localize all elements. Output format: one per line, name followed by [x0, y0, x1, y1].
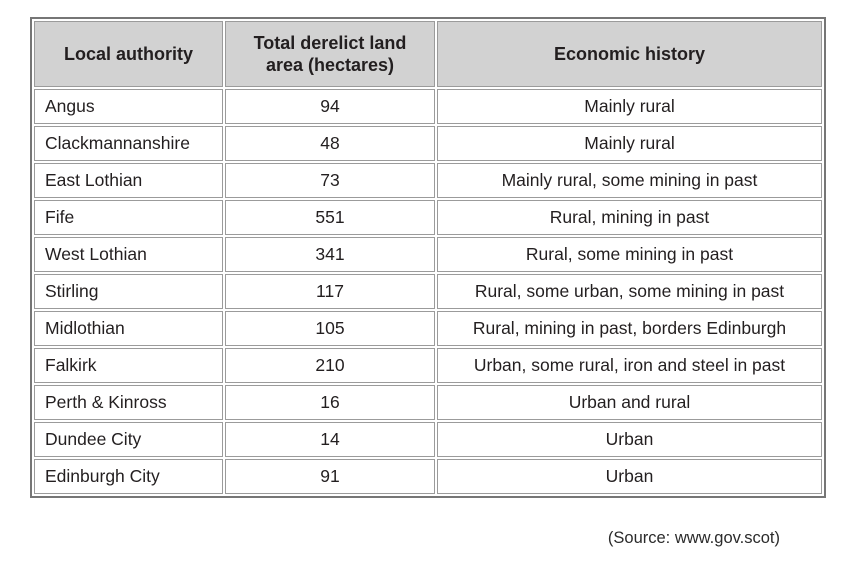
- table-row: Perth & Kinross 16 Urban and rural: [34, 385, 822, 420]
- cell-area: 14: [225, 422, 435, 457]
- table-row: Edinburgh City 91 Urban: [34, 459, 822, 494]
- cell-history: Mainly rural: [437, 126, 822, 161]
- cell-authority: Angus: [34, 89, 223, 124]
- cell-authority: Clackmannanshire: [34, 126, 223, 161]
- cell-authority: Midlothian: [34, 311, 223, 346]
- cell-area: 117: [225, 274, 435, 309]
- cell-authority: Dundee City: [34, 422, 223, 457]
- cell-authority: Edinburgh City: [34, 459, 223, 494]
- cell-history: Rural, some mining in past: [437, 237, 822, 272]
- table-row: Fife 551 Rural, mining in past: [34, 200, 822, 235]
- cell-history: Urban: [437, 459, 822, 494]
- table-row: Midlothian 105 Rural, mining in past, bo…: [34, 311, 822, 346]
- cell-authority: West Lothian: [34, 237, 223, 272]
- column-header-local-authority: Local authority: [34, 21, 223, 87]
- table-row: Falkirk 210 Urban, some rural, iron and …: [34, 348, 822, 383]
- cell-area: 73: [225, 163, 435, 198]
- cell-authority: East Lothian: [34, 163, 223, 198]
- cell-history: Urban: [437, 422, 822, 457]
- cell-area: 48: [225, 126, 435, 161]
- cell-history: Rural, some urban, some mining in past: [437, 274, 822, 309]
- column-header-economic-history: Economic history: [437, 21, 822, 87]
- table-row: West Lothian 341 Rural, some mining in p…: [34, 237, 822, 272]
- cell-history: Urban and rural: [437, 385, 822, 420]
- column-header-derelict-land-area: Total derelict land area (hectares): [225, 21, 435, 87]
- cell-history: Mainly rural: [437, 89, 822, 124]
- table-row: East Lothian 73 Mainly rural, some minin…: [34, 163, 822, 198]
- cell-history: Urban, some rural, iron and steel in pas…: [437, 348, 822, 383]
- source-note: (Source: www.gov.scot): [607, 529, 780, 547]
- cell-area: 94: [225, 89, 435, 124]
- table-row: Clackmannanshire 48 Mainly rural: [34, 126, 822, 161]
- table-row: Stirling 117 Rural, some urban, some min…: [34, 274, 822, 309]
- cell-history: Rural, mining in past, borders Edinburgh: [437, 311, 822, 346]
- cell-authority: Perth & Kinross: [34, 385, 223, 420]
- table-header-row: Local authority Total derelict land area…: [34, 21, 822, 87]
- cell-area: 341: [225, 237, 435, 272]
- cell-history: Mainly rural, some mining in past: [437, 163, 822, 198]
- cell-area: 210: [225, 348, 435, 383]
- cell-area: 105: [225, 311, 435, 346]
- cell-area: 91: [225, 459, 435, 494]
- cell-history: Rural, mining in past: [437, 200, 822, 235]
- derelict-land-table: Local authority Total derelict land area…: [30, 17, 826, 498]
- cell-area: 16: [225, 385, 435, 420]
- cell-authority: Fife: [34, 200, 223, 235]
- table-row: Angus 94 Mainly rural: [34, 89, 822, 124]
- table-row: Dundee City 14 Urban: [34, 422, 822, 457]
- cell-authority: Stirling: [34, 274, 223, 309]
- cell-authority: Falkirk: [34, 348, 223, 383]
- cell-area: 551: [225, 200, 435, 235]
